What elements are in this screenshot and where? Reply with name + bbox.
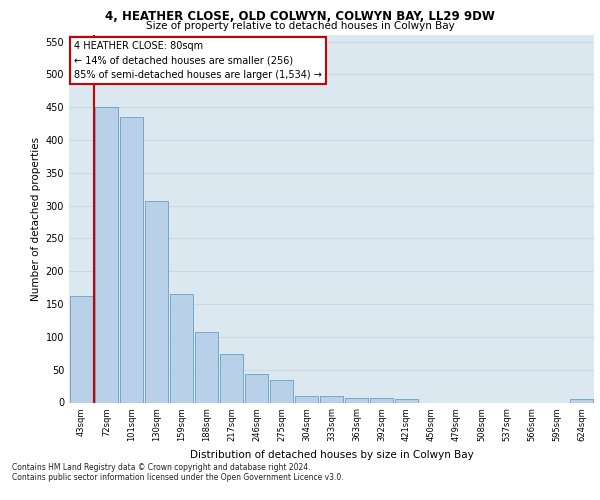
Bar bbox=[220, 354, 243, 403]
Bar bbox=[570, 399, 593, 402]
Text: Contains HM Land Registry data © Crown copyright and database right 2024.: Contains HM Land Registry data © Crown c… bbox=[12, 462, 311, 471]
Bar bbox=[70, 296, 93, 403]
Bar bbox=[370, 398, 393, 402]
Text: Size of property relative to detached houses in Colwyn Bay: Size of property relative to detached ho… bbox=[146, 21, 454, 31]
X-axis label: Distribution of detached houses by size in Colwyn Bay: Distribution of detached houses by size … bbox=[190, 450, 473, 460]
Bar bbox=[245, 374, 268, 402]
Bar bbox=[345, 398, 368, 402]
Bar bbox=[395, 398, 418, 402]
Y-axis label: Number of detached properties: Number of detached properties bbox=[31, 136, 41, 301]
Bar bbox=[195, 332, 218, 402]
Text: Contains public sector information licensed under the Open Government Licence v3: Contains public sector information licen… bbox=[12, 472, 344, 482]
Bar bbox=[95, 107, 118, 403]
Bar bbox=[295, 396, 318, 402]
Bar bbox=[120, 117, 143, 403]
Text: 4, HEATHER CLOSE, OLD COLWYN, COLWYN BAY, LL29 9DW: 4, HEATHER CLOSE, OLD COLWYN, COLWYN BAY… bbox=[105, 10, 495, 23]
Bar bbox=[270, 380, 293, 402]
Bar bbox=[145, 201, 168, 402]
Text: 4 HEATHER CLOSE: 80sqm
← 14% of detached houses are smaller (256)
85% of semi-de: 4 HEATHER CLOSE: 80sqm ← 14% of detached… bbox=[74, 40, 322, 80]
Bar bbox=[320, 396, 343, 402]
Bar bbox=[170, 294, 193, 403]
